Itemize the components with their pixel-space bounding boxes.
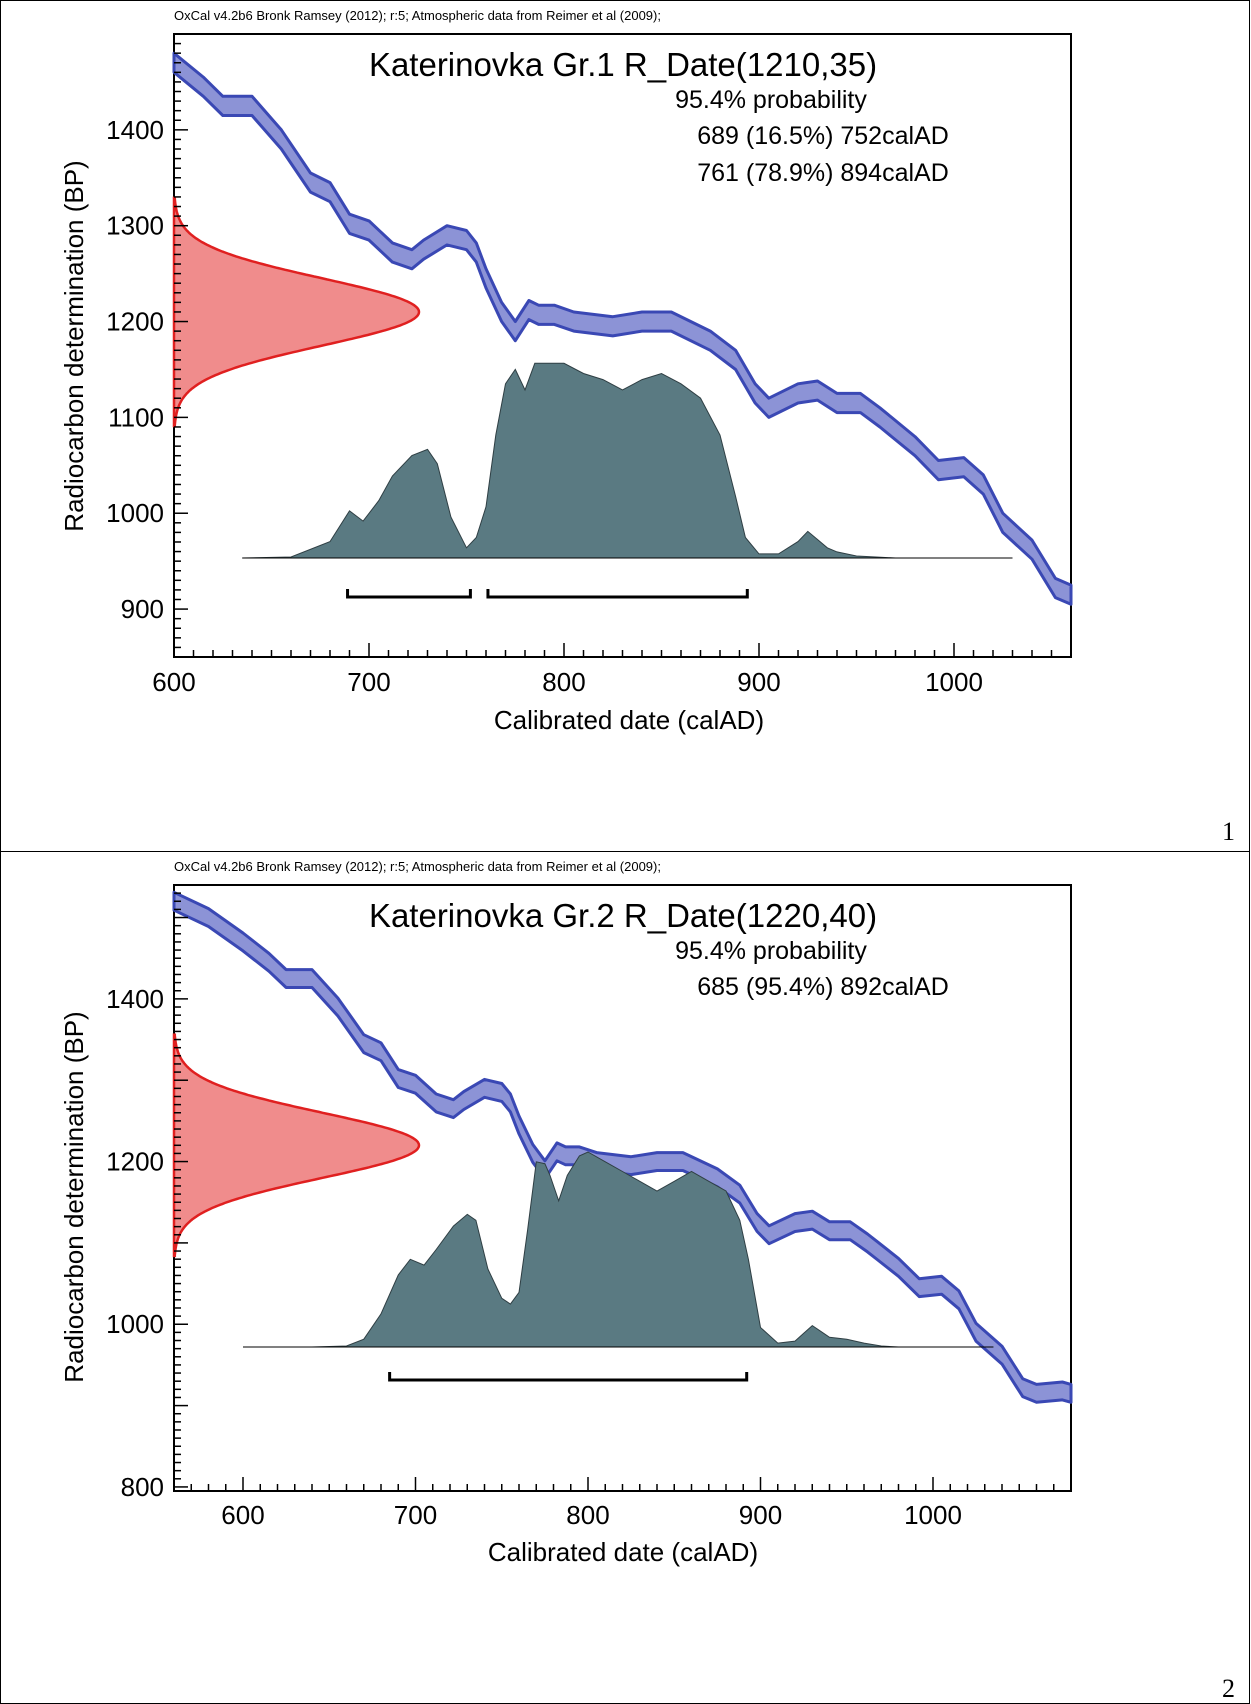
y-tick-label: 1200	[106, 1147, 164, 1177]
range-label: 689 (16.5%) 752calAD	[697, 122, 949, 150]
calibration-curve-band	[172, 890, 1073, 1404]
chart-title: Katerinovka Gr.1 R_Date(1210,35)	[369, 46, 877, 83]
calibration-chart-1: OxCal v4.2b6 Bronk Ramsey (2012); r:5; A…	[0, 0, 1250, 852]
x-axis-title: Calibrated date (calAD)	[488, 1537, 758, 1567]
probability-range-bar	[346, 589, 472, 599]
y-tick-label: 1000	[106, 498, 164, 528]
chart-canvas: OxCal v4.2b6 Bronk Ramsey (2012); r:5; A…	[59, 859, 1073, 1567]
x-tick-label: 600	[221, 1500, 264, 1530]
x-tick-label: 800	[542, 667, 585, 697]
radiocarbon-date-distribution	[172, 196, 421, 428]
probability-label: 95.4% probability	[675, 86, 867, 114]
probability-range-bar	[388, 1372, 749, 1382]
x-tick-label: 800	[566, 1500, 609, 1530]
range-label: 761 (78.9%) 894calAD	[697, 159, 949, 187]
y-tick-label: 900	[121, 594, 164, 624]
calibration-curve-band	[172, 51, 1073, 606]
y-tick-label: 1300	[106, 211, 164, 241]
probability-label: 95.4% probability	[675, 937, 867, 965]
y-axis-title: Radiocarbon determination (BP)	[59, 160, 89, 531]
y-tick-label: 1400	[106, 984, 164, 1014]
range-label: 685 (95.4%) 892calAD	[697, 973, 949, 1001]
figure-number: 1	[1222, 817, 1235, 846]
plot-content: 600 700 800 900 1000 900 1000 1100 1200 1300 1400	[106, 33, 1073, 697]
software-credit: OxCal v4.2b6 Bronk Ramsey (2012); r:5; A…	[174, 859, 661, 874]
radiocarbon-date-distribution	[172, 1033, 421, 1258]
calibrated-date-distribution	[243, 1151, 994, 1348]
y-tick-label: 1000	[106, 1309, 164, 1339]
y-tick-label: 1400	[106, 115, 164, 145]
x-tick-label: 900	[737, 667, 780, 697]
y-tick-label: 1100	[108, 402, 164, 432]
x-axis-title: Calibrated date (calAD)	[494, 705, 764, 735]
x-tick-label: 1000	[904, 1500, 962, 1530]
x-tick-label: 700	[394, 1500, 437, 1530]
y-tick-label: 800	[121, 1472, 164, 1502]
x-tick-label: 900	[739, 1500, 782, 1530]
calibrated-date-distribution	[242, 362, 1013, 559]
chart-canvas: OxCal v4.2b6 Bronk Ramsey (2012); r:5; A…	[59, 8, 1073, 735]
x-tick-label: 600	[152, 667, 195, 697]
chart-title: Katerinovka Gr.2 R_Date(1220,40)	[369, 897, 877, 934]
y-axis-title: Radiocarbon determination (BP)	[59, 1011, 89, 1382]
figure-number: 2	[1222, 1674, 1235, 1703]
x-tick-label: 1000	[925, 667, 983, 697]
plot-content: 600 700 800 900 1000 800 1000 1200 1400	[106, 884, 1073, 1530]
x-tick-label: 700	[347, 667, 390, 697]
software-credit: OxCal v4.2b6 Bronk Ramsey (2012); r:5; A…	[174, 8, 661, 23]
probability-range-bar	[486, 589, 749, 599]
y-tick-label: 1200	[106, 307, 164, 337]
calibration-chart-2: OxCal v4.2b6 Bronk Ramsey (2012); r:5; A…	[0, 851, 1250, 1704]
